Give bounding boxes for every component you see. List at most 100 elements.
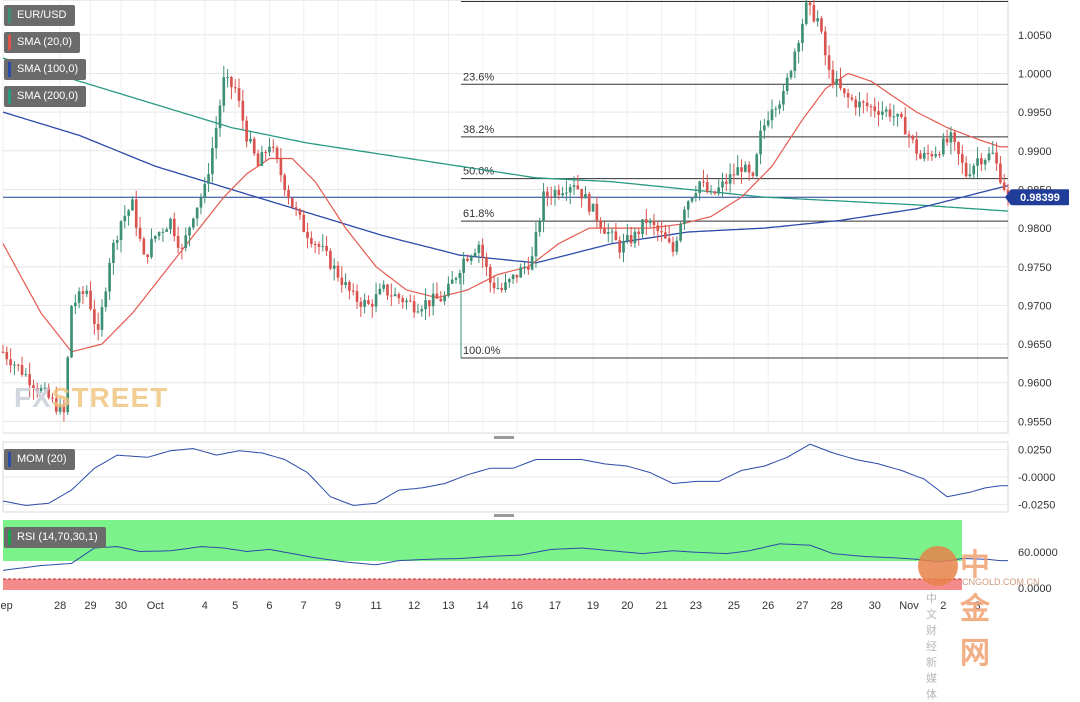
candle-body: [789, 70, 793, 78]
candle-body: [907, 134, 911, 136]
candle-body: [157, 232, 161, 236]
candle-body: [13, 364, 16, 366]
candle-body: [93, 309, 96, 325]
candle-body: [625, 235, 629, 241]
candle-body: [447, 283, 450, 296]
cngold-name: 中金网: [960, 548, 992, 671]
time-tick-label: 27: [796, 600, 808, 612]
candle-body: [945, 138, 949, 143]
candle-body: [511, 274, 515, 280]
candle-body: [321, 245, 325, 247]
candle-body: [850, 97, 854, 100]
candle-body: [332, 265, 336, 269]
candle-body: [999, 163, 1002, 183]
current-price-label: 0.98399: [1020, 192, 1060, 204]
time-tick-label: 19: [587, 600, 599, 612]
panel-resize-handle: [494, 514, 514, 517]
time-tick-label: 9: [335, 600, 341, 612]
candle-body: [504, 282, 507, 291]
legend-symbol-label: EUR/USD: [17, 9, 67, 21]
candle-body: [302, 214, 306, 232]
time-tick-label: 16: [511, 600, 523, 612]
legend-mom[interactable]: MOM (20): [4, 449, 75, 470]
candle-body: [614, 231, 618, 241]
moving-averages: [2, 57, 1009, 353]
candle-body: [62, 404, 66, 413]
candle-body: [203, 183, 207, 199]
legend-rsi[interactable]: RSI (14,70,30,1): [4, 527, 106, 548]
candle-body: [450, 279, 454, 284]
candle-body: [587, 193, 591, 212]
candle-body: [523, 266, 526, 268]
candle-body: [576, 185, 580, 189]
candle-body: [374, 294, 378, 307]
fib-level-label: 23.6%: [463, 71, 494, 83]
legend-sma200-swatch: [8, 89, 11, 104]
candle-body: [138, 227, 142, 239]
candle-body: [683, 209, 686, 224]
candle-body: [230, 76, 233, 88]
price-chart[interactable]: 23.6% 38.2% 50.0% 61.8% 100.0% 1.0050 1.0000 0…: [0, 0, 1080, 615]
candle-body: [32, 385, 35, 389]
candle-body: [542, 191, 545, 222]
main-panel-frame: [2, 0, 1009, 434]
legend-sma20-label: SMA (20,0): [17, 36, 73, 48]
legend-sma200[interactable]: SMA (200,0): [4, 86, 87, 107]
sma-100-line: [2, 111, 1009, 264]
price-tick-label: 0.9700: [1018, 300, 1052, 312]
candle-body: [934, 154, 937, 157]
candle-body: [900, 113, 903, 118]
candle-body: [759, 130, 762, 155]
time-tick-label: 20: [621, 600, 633, 612]
candle-body: [846, 93, 850, 98]
candle-body: [214, 128, 218, 149]
candle-body: [599, 220, 602, 228]
candle-body: [54, 398, 58, 412]
candle-body: [960, 154, 964, 163]
candle-body: [5, 351, 9, 360]
candle-body: [964, 162, 968, 177]
candle-body: [211, 148, 214, 175]
candle-body: [694, 193, 698, 198]
candle-body: [633, 231, 637, 244]
legend-symbol-swatch: [8, 8, 11, 23]
candle-body: [877, 111, 880, 115]
candle-body: [382, 284, 386, 289]
candle-body: [930, 154, 934, 157]
time-tick-label: 14: [477, 600, 489, 612]
candle-body: [165, 229, 169, 232]
legend-symbol[interactable]: EUR/USD: [4, 5, 75, 26]
time-tick-label: 17: [549, 600, 561, 612]
candle-body: [557, 190, 561, 196]
candle-body: [618, 240, 622, 253]
candle-body: [565, 192, 568, 194]
candle-body: [317, 244, 321, 247]
candle-body: [568, 187, 572, 193]
candle-body: [287, 190, 290, 199]
candle-body: [325, 245, 328, 251]
candle-body: [751, 172, 755, 176]
candle-body: [839, 79, 842, 89]
fib-level-label: 50.0%: [463, 166, 494, 178]
candle-body: [336, 265, 340, 278]
time-tick-label: 28: [831, 600, 843, 612]
candle-body: [226, 76, 229, 78]
candle-body: [652, 220, 656, 226]
candle-body: [530, 256, 534, 270]
candle-body: [207, 174, 210, 184]
legend-sma100[interactable]: SMA (100,0): [4, 59, 87, 80]
candle-body: [968, 174, 972, 177]
rsi-tick-label: 0.0000: [1018, 583, 1052, 595]
candle-body: [329, 250, 332, 269]
candle-body: [648, 220, 652, 223]
candle-body: [740, 167, 743, 172]
candle-body: [416, 311, 420, 313]
candle-body: [888, 109, 892, 117]
candle-body: [268, 146, 271, 153]
candle-body: [127, 210, 130, 216]
candle-body: [260, 152, 264, 166]
legend-sma20[interactable]: SMA (20,0): [4, 32, 81, 53]
grid-lines: [2, 0, 1009, 517]
candle-body: [747, 164, 751, 173]
candle-body: [713, 191, 717, 194]
